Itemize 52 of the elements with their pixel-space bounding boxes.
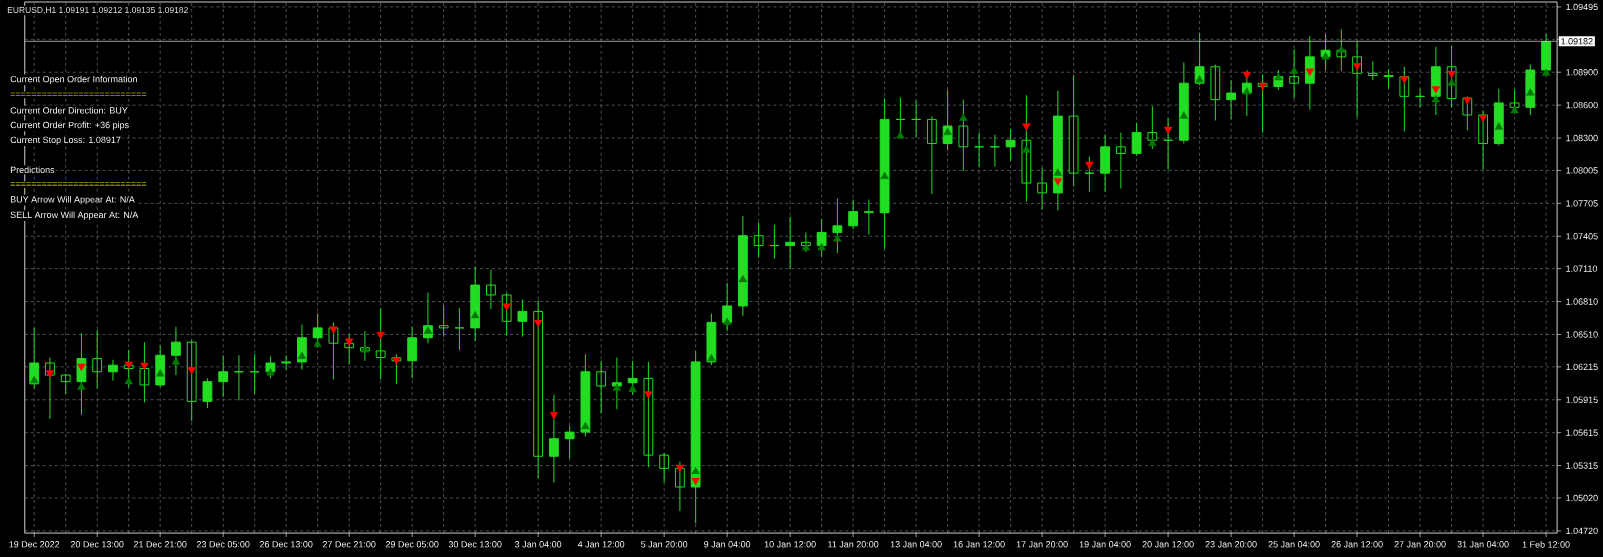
y-tick-label: 1.08900 (1566, 69, 1598, 76)
annotation: SELL Arrow Will Appear At: N/A (10, 211, 139, 220)
x-tick-label: 27 Jan 20:00 (1394, 541, 1446, 548)
annotation: BUY Arrow Will Appear At: N/A (10, 195, 135, 205)
y-tick-label: 1.05315 (1566, 462, 1598, 469)
y-tick-label: 1.05615 (1566, 429, 1598, 436)
x-tick-label: 1 Feb 12:00 (1522, 541, 1570, 548)
y-tick-label: 1.09495 (1566, 3, 1598, 11)
x-tick-label: 4 Jan 12:00 (577, 541, 625, 548)
x-tick-label: 10 Jan 12:00 (764, 541, 816, 548)
x-tick-label: 5 Jan 20:00 (641, 541, 688, 548)
y-tick-label: 1.07705 (1566, 200, 1598, 207)
x-tick-label: 3 Jan 04:00 (515, 541, 562, 548)
x-tick-label: 13 Jan 04:00 (890, 541, 942, 548)
y-tick-label: 1.07110 (1566, 265, 1598, 272)
y-tick-label: 1.05915 (1566, 396, 1598, 403)
y-tick-label: 1.06215 (1566, 363, 1598, 371)
x-tick-label: 23 Jan 20:00 (1205, 541, 1257, 548)
y-tick-label: 1.08005 (1566, 167, 1598, 174)
y-tick-label: 1.06510 (1566, 331, 1598, 338)
annotation: ========================== (10, 182, 147, 186)
x-tick-label: 27 Dec 21:00 (322, 541, 376, 548)
x-tick-label: 26 Dec 13:00 (259, 541, 313, 548)
x-tick-label: 23 Dec 05:00 (196, 541, 250, 548)
x-tick-label: 9 Jan 04:00 (704, 541, 751, 548)
x-tick-label: 16 Jan 12:00 (953, 541, 1005, 548)
x-tick-label: 26 Jan 12:00 (1331, 541, 1383, 548)
annotation: Current Open Order Information (10, 75, 137, 85)
x-tick-label: 19 Jan 04:00 (1079, 541, 1131, 548)
y-tick-label: 1.07405 (1566, 233, 1598, 240)
y-tick-label: 1.05020 (1566, 494, 1598, 502)
annotation: Predictions (10, 166, 55, 173)
ref-line-label: 1.09182 (1561, 38, 1593, 45)
y-tick-label: 1.08600 (1566, 101, 1598, 109)
y-tick-label: 1.06810 (1566, 298, 1598, 305)
x-tick-label: 19 Dec 2022 (9, 541, 60, 548)
x-tick-label: 30 Dec 13:00 (448, 541, 502, 548)
y-tick-label: 1.04720 (1566, 527, 1598, 535)
annotation: Current Order Profit: +36 pips (10, 121, 129, 130)
x-tick-label: 21 Dec 21:00 (133, 541, 187, 548)
annotation: ========================== (10, 92, 147, 96)
x-tick-label: 31 Jan 04:00 (1457, 541, 1509, 548)
x-tick-label: 17 Jan 20:00 (1016, 541, 1068, 548)
annotation: Current Order Direction: BUY (10, 106, 128, 114)
annotation: Current Stop Loss: 1.08917 (10, 136, 121, 145)
x-tick-label: 25 Jan 04:00 (1268, 541, 1320, 548)
x-tick-label: 11 Jan 20:00 (828, 541, 879, 548)
x-tick-label: 20 Dec 13:00 (70, 541, 124, 548)
chart-title: EURUSD,H1 1.09191 1.09212 1.09135 1.09182 (7, 6, 188, 14)
x-tick-label: 20 Jan 12:00 (1142, 541, 1194, 548)
x-tick-label: 29 Dec 05:00 (385, 541, 439, 548)
y-tick-label: 1.08300 (1566, 134, 1598, 142)
